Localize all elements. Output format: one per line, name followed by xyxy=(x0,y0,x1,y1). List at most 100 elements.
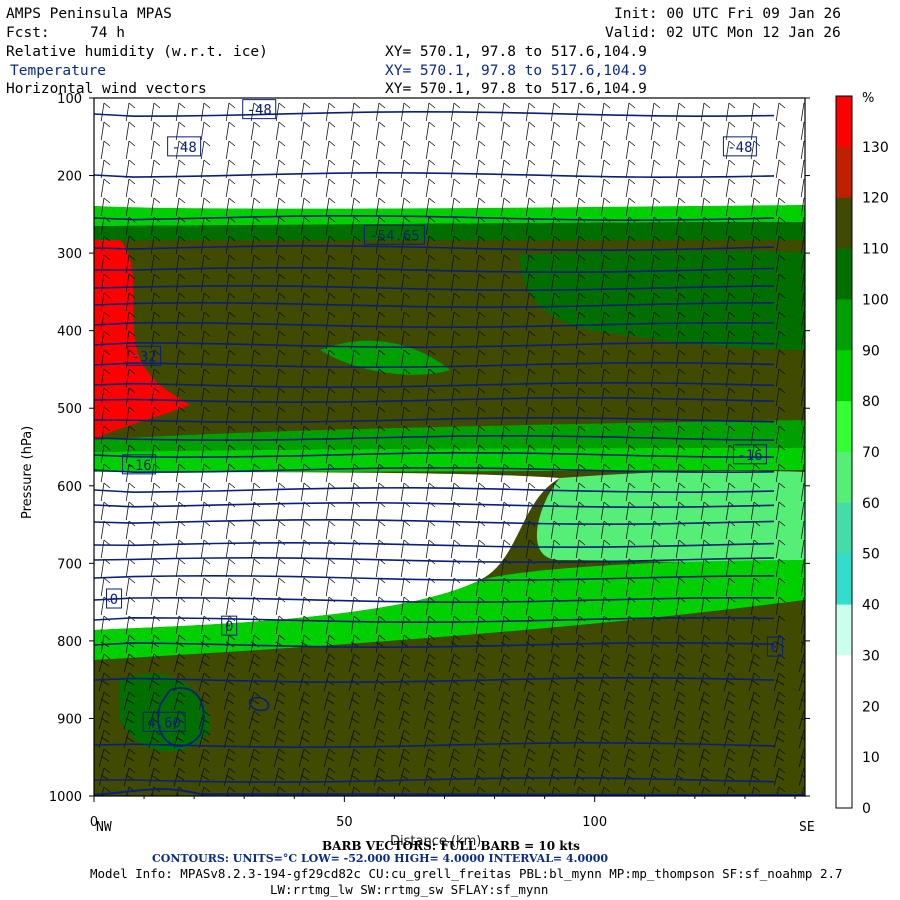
wind-barb-feather xyxy=(528,235,536,242)
wind-barb-shaft xyxy=(775,634,780,654)
wind-barb-feather xyxy=(478,140,486,147)
wind-barb-feather xyxy=(503,672,511,679)
wind-barb-shaft xyxy=(723,710,730,730)
wind-barb-shaft xyxy=(148,767,155,787)
wind-barb-feather xyxy=(100,698,110,705)
wind-barb-shaft xyxy=(775,197,780,217)
wind-barb-shaft xyxy=(450,425,455,445)
colorbar-swatch xyxy=(836,350,852,402)
wind-barb-feather xyxy=(378,216,386,223)
wind-barb-feather xyxy=(753,558,761,565)
wind-barb-shaft xyxy=(700,140,705,160)
wind-barb-feather xyxy=(428,349,436,356)
wind-barb-feather xyxy=(328,482,336,489)
wind-barb-feather xyxy=(453,140,461,147)
wind-barb-shaft xyxy=(150,596,155,616)
wind-barb-feather xyxy=(653,691,661,698)
wind-barb-shaft xyxy=(650,406,655,426)
wind-barb-feather xyxy=(503,425,511,432)
wind-barb-feather xyxy=(353,748,361,755)
wind-barb-shaft xyxy=(325,577,330,597)
wind-barb-shaft xyxy=(475,482,480,502)
wind-barb-shaft xyxy=(700,235,705,255)
wind-barb-feather xyxy=(203,406,211,413)
wind-barb-feather xyxy=(478,786,486,793)
wind-barb-feather xyxy=(653,292,661,299)
wind-barb-shaft xyxy=(100,292,105,312)
wind-barb-shaft xyxy=(750,615,755,635)
wind-barb-feather xyxy=(553,349,561,356)
wind-barb-shaft xyxy=(600,387,605,407)
wind-barb-feather xyxy=(275,736,285,743)
wind-barb-feather xyxy=(453,311,461,318)
temperature-contours xyxy=(94,110,805,796)
wind-barb-shaft xyxy=(125,425,130,445)
wind-barb-feather xyxy=(353,235,361,242)
wind-barb-shaft xyxy=(175,197,180,217)
wind-barb-shaft xyxy=(398,748,405,768)
wind-barb-feather xyxy=(128,691,136,698)
wind-barb-feather xyxy=(428,178,436,185)
wind-barb-shaft xyxy=(525,140,530,160)
wind-barb-feather xyxy=(575,755,585,762)
wind-barb-feather xyxy=(528,311,536,318)
wind-barb-feather xyxy=(153,634,161,641)
wind-barb-shaft xyxy=(173,691,180,711)
wind-barb-shaft xyxy=(150,273,155,293)
wind-barb-feather xyxy=(253,577,261,584)
wind-barb-feather xyxy=(103,121,111,128)
wind-barb-shaft xyxy=(575,102,580,122)
wind-barb-shaft xyxy=(150,311,155,331)
wind-barb-feather xyxy=(275,660,285,667)
wind-barb-shaft xyxy=(298,748,305,768)
wind-barb-feather xyxy=(200,679,210,686)
wind-barb-shaft xyxy=(223,653,230,673)
wind-barb-feather xyxy=(128,121,136,128)
wind-barb-feather xyxy=(603,710,611,717)
wind-barb-shaft xyxy=(675,596,680,616)
colorbar-frame xyxy=(835,95,853,809)
wind-barb-feather xyxy=(278,273,286,280)
wind-barb-feather xyxy=(653,235,661,242)
wind-barb-shaft xyxy=(375,558,380,578)
wind-barb-feather xyxy=(428,425,436,432)
isotherm-line xyxy=(94,341,775,349)
wind-barb-feather xyxy=(578,425,586,432)
wind-barb-feather xyxy=(503,330,511,337)
wind-barb-feather xyxy=(153,463,161,470)
wind-barb-shaft xyxy=(698,653,705,673)
wind-barb-shaft xyxy=(175,520,180,540)
wind-barb-feather xyxy=(178,634,186,641)
wind-barb-shaft xyxy=(648,729,655,749)
wind-barb-shaft xyxy=(150,520,155,540)
field-xy-temperature: XY= 570.1, 97.8 to 517.6,104.9 xyxy=(385,63,647,79)
wind-barb-shaft xyxy=(148,691,155,711)
wind-barb-shaft xyxy=(175,273,180,293)
wind-barb-feather xyxy=(303,729,311,736)
wind-barb-feather xyxy=(303,406,311,413)
wind-barb-shaft xyxy=(775,216,780,236)
contour-label: -16 xyxy=(737,448,762,464)
wind-barb-shaft xyxy=(525,387,530,407)
wind-barb-feather xyxy=(175,774,185,781)
wind-barb-feather xyxy=(153,273,161,280)
wind-barb-feather xyxy=(128,387,136,394)
wind-barb-shaft xyxy=(748,672,755,692)
wind-barb-feather xyxy=(528,710,536,717)
wind-barb-feather xyxy=(628,159,636,166)
wind-barb-shaft xyxy=(425,235,430,255)
wind-barb-shaft xyxy=(175,596,180,616)
wind-barb-feather xyxy=(528,368,536,375)
wind-barb-feather xyxy=(378,292,386,299)
wind-barb-feather xyxy=(800,755,805,759)
wind-barb-feather xyxy=(303,349,311,356)
wind-barb-feather xyxy=(650,736,660,743)
wind-barb-feather xyxy=(403,121,411,128)
wind-barb-shaft xyxy=(425,406,430,426)
wind-barb-shaft xyxy=(300,235,305,255)
wind-barb-shaft xyxy=(625,254,630,274)
wind-barb-shaft xyxy=(125,102,130,122)
wind-barb-shaft xyxy=(425,596,430,616)
wind-barb-shaft xyxy=(225,330,230,350)
wind-barb-feather xyxy=(178,330,186,337)
